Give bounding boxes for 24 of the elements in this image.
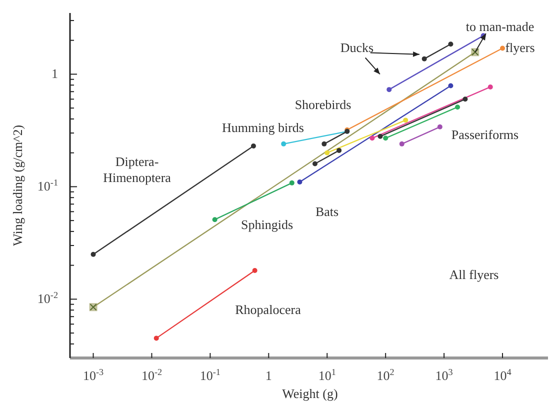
x-tick-label: 1 bbox=[265, 368, 272, 383]
annotation: Passeriforms bbox=[451, 127, 519, 142]
annotation: Sphingids bbox=[240, 217, 294, 232]
y-tick-label: 10$^{-1}$ bbox=[37, 178, 58, 194]
annotation: Shorebirds bbox=[294, 97, 352, 112]
x-tick-label: 10$^{-2}$ bbox=[141, 367, 162, 383]
annotation: to man-made bbox=[466, 19, 534, 34]
y-axis-title: Wing loading (g/cm^2) bbox=[10, 124, 25, 246]
annotation: Humming birds bbox=[222, 120, 304, 135]
annotation: All flyers bbox=[449, 267, 499, 282]
y-tick-label: 1 bbox=[52, 66, 58, 82]
x-tick-label: 10$^{2}$ bbox=[376, 367, 395, 383]
y-tick-label: 10$^{-2}$ bbox=[37, 290, 58, 306]
annotation: Ducks bbox=[340, 40, 374, 55]
annotation: Rhopalocera bbox=[235, 302, 302, 317]
x-axis-title: Weight (g) bbox=[282, 386, 338, 401]
annotation: Bats bbox=[315, 204, 339, 219]
annotation: Diptera- Himenoptera bbox=[103, 154, 172, 185]
x-tick-label: 10$^{-3}$ bbox=[82, 367, 104, 383]
x-tick-label: 10$^{-1}$ bbox=[200, 367, 220, 383]
annotation: flyers bbox=[505, 40, 535, 55]
x-tick-label: 10$^{1}$ bbox=[318, 367, 336, 383]
x-tick-label: 10$^{4}$ bbox=[494, 367, 512, 383]
x-tick-label: 10$^{3}$ bbox=[435, 367, 454, 383]
